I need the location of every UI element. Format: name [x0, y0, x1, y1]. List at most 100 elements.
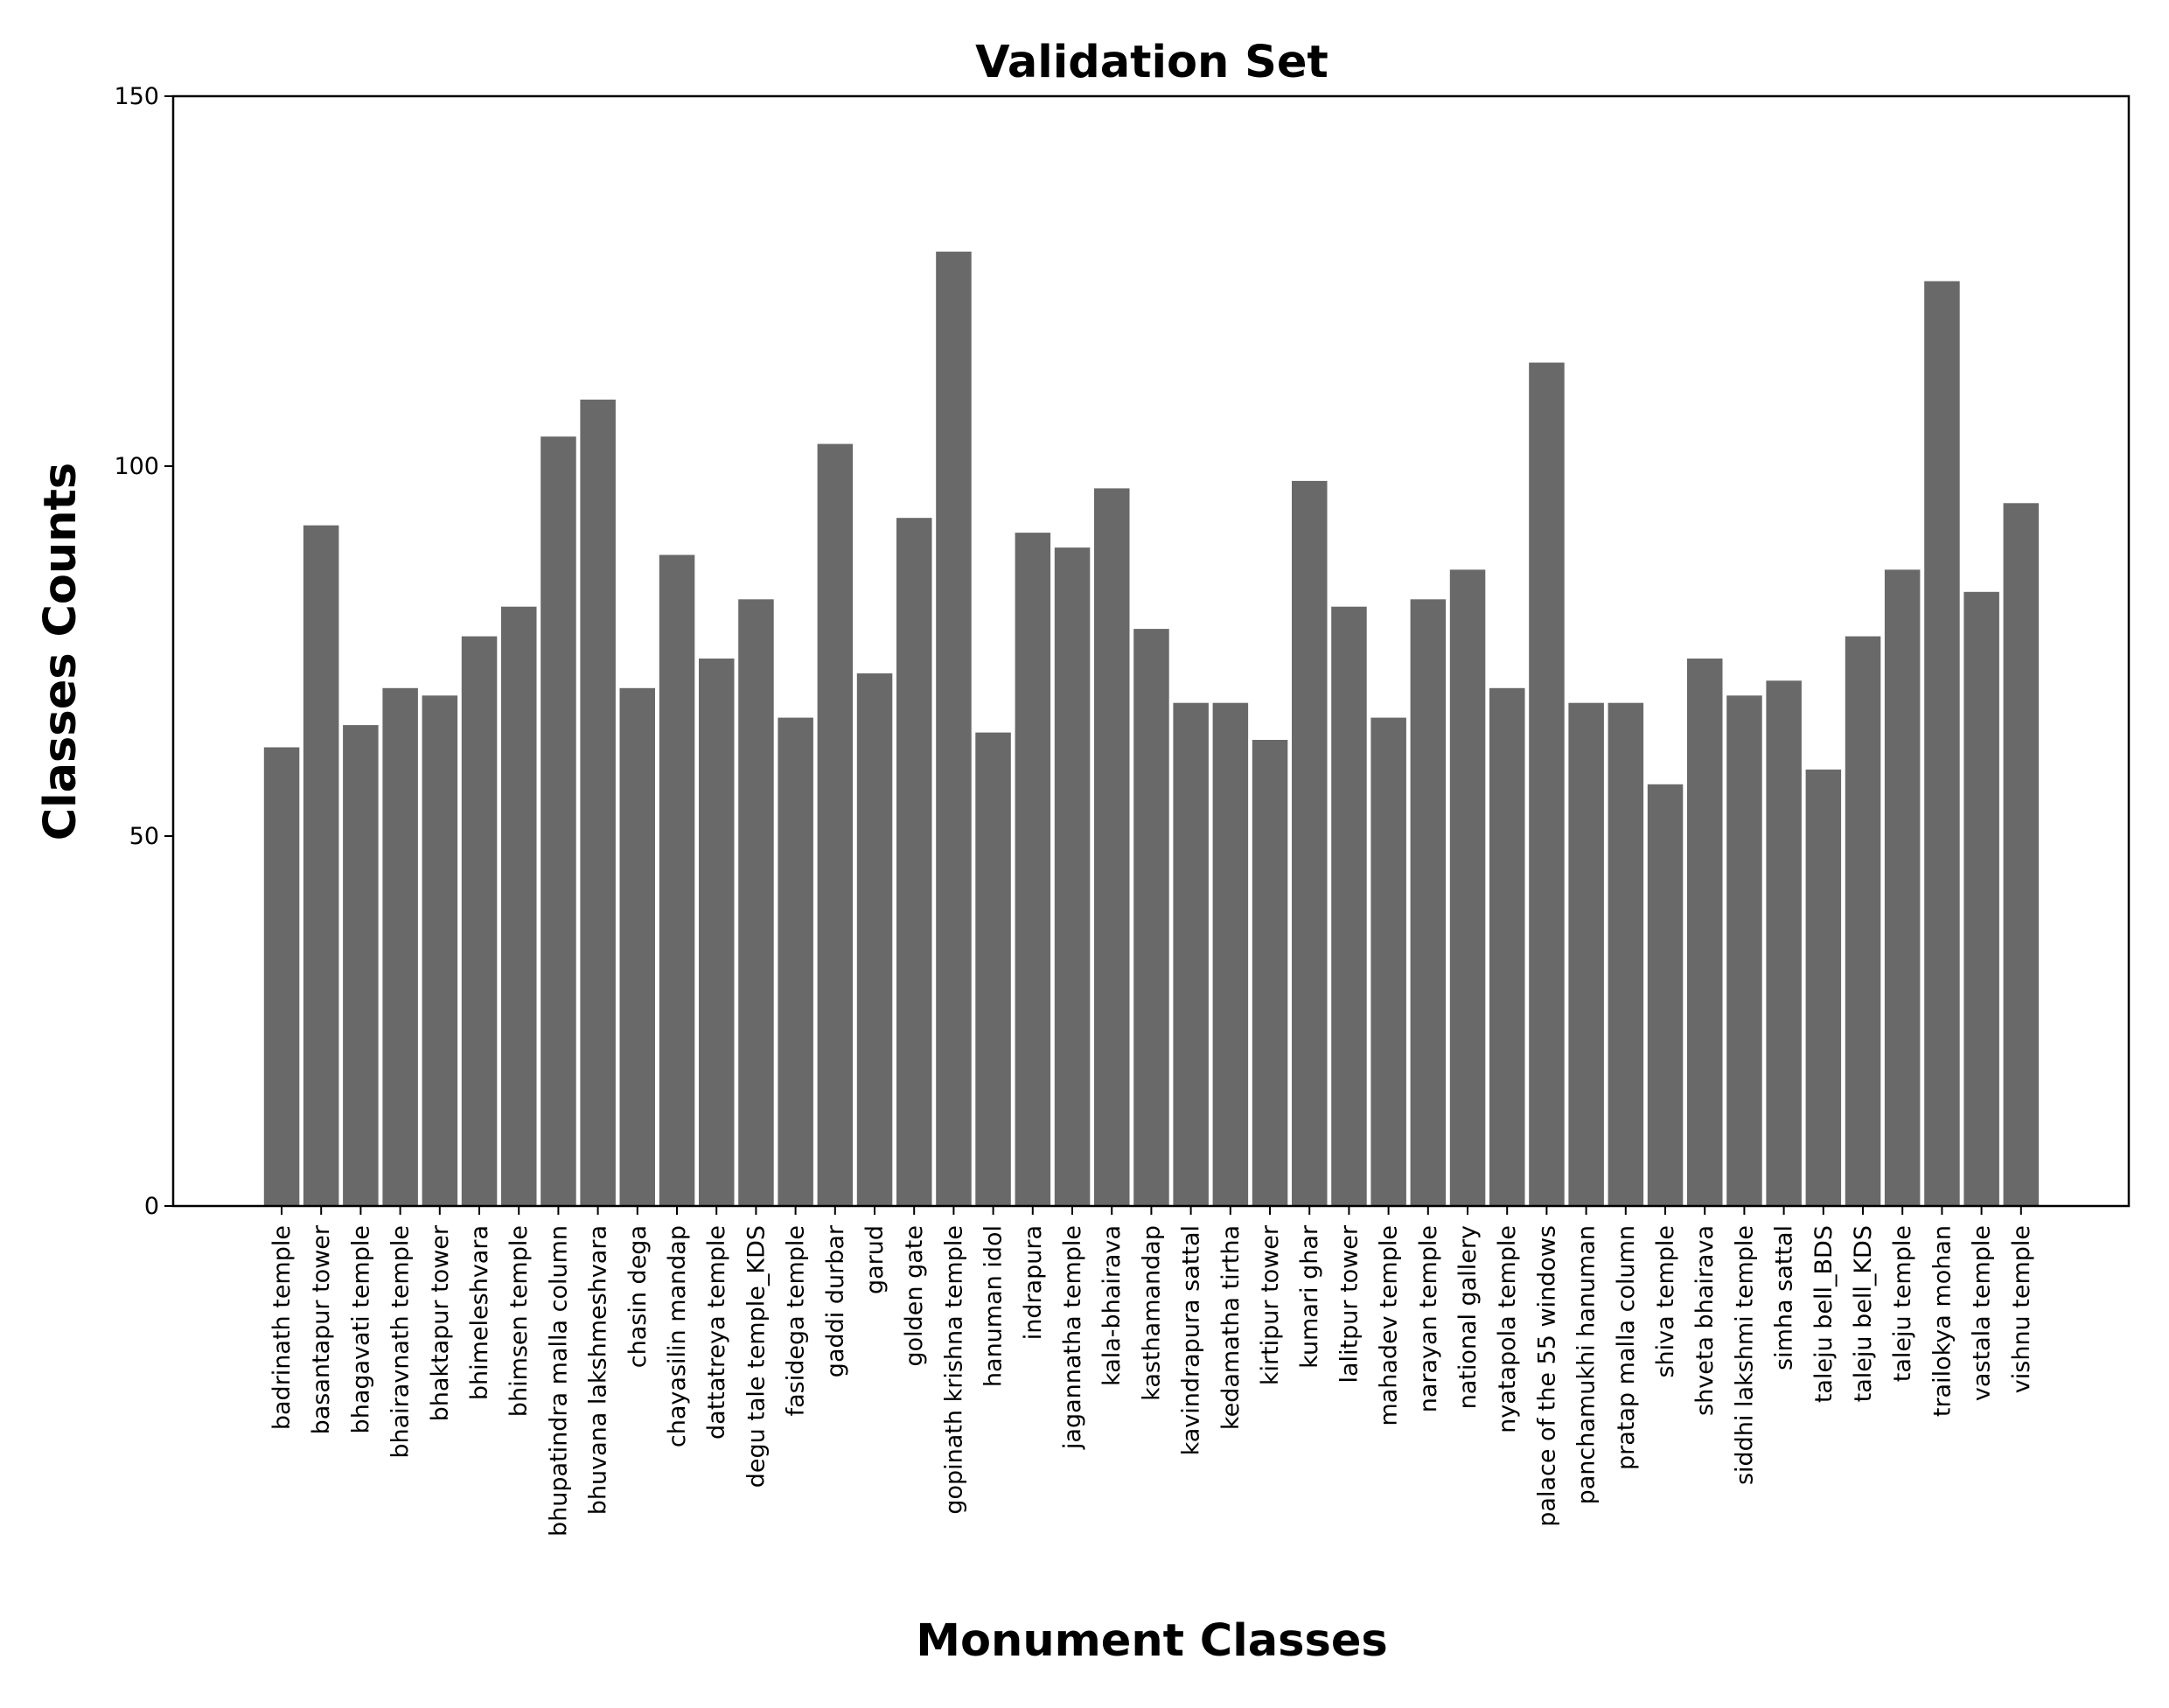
bar-kala-bhairava [1094, 488, 1130, 1206]
x-tick-label: dattatreya temple [703, 1225, 730, 1440]
bar-bhaktapur-tower [422, 695, 458, 1206]
bars-group [263, 251, 2040, 1207]
bar-bhairavnath-temple [382, 687, 418, 1206]
x-tick-label: bhaktapur tower [427, 1224, 454, 1421]
x-tick-label: degu tale temple_KDS [743, 1225, 770, 1488]
x-tick-label: palace of the 55 windows [1533, 1225, 1560, 1527]
bar-kumari-ghar [1292, 480, 1328, 1206]
y-tick-label: 0 [144, 1193, 159, 1220]
bar-panchamukhi-hanuman [1568, 702, 1604, 1206]
x-tick-label: chasin dega [624, 1225, 652, 1368]
bar-taleju-bell-kds [1845, 636, 1881, 1206]
x-tick-label: kala-bhairava [1098, 1225, 1126, 1386]
bar-palace-of-the-55-windows [1529, 362, 1565, 1207]
x-tick-label: vishnu temple [2008, 1225, 2035, 1393]
x-tick-label: bhupatindra malla column [545, 1225, 572, 1537]
x-axis: badrinath temple basantapur tower bhagavat… [269, 1206, 2035, 1537]
y-tick-label: 100 [114, 453, 159, 480]
bar-bhuvana-lakshmeshvara [580, 399, 616, 1206]
x-tick-label: kirtipur tower [1257, 1224, 1284, 1385]
bar-narayan-temple [1410, 599, 1447, 1206]
x-tick-label: shiva temple [1652, 1225, 1679, 1378]
x-tick-label: hanuman idol [980, 1225, 1008, 1387]
bar-kavindrapura-sattal [1173, 702, 1209, 1206]
x-tick-label: pratap malla column [1613, 1225, 1640, 1470]
x-tick-label: kasthamandap [1138, 1225, 1165, 1401]
bar-taleju-temple [1884, 569, 1921, 1206]
bar-garud [856, 673, 893, 1206]
bar-vishnu-temple [2003, 503, 2040, 1206]
bar-kirtipur-tower [1252, 740, 1288, 1206]
x-tick-label: taleju bell_BDS [1810, 1225, 1838, 1403]
y-tick-label: 150 [114, 83, 159, 110]
bar-chasin-dega [619, 687, 655, 1206]
bar-badrinath-temple [263, 747, 300, 1206]
x-tick-label: golden gate [901, 1225, 928, 1367]
x-tick-label: bhimsen temple [506, 1225, 533, 1417]
bar-gaddi-durbar [817, 443, 854, 1207]
y-axis: 0 50 100 150 [114, 83, 173, 1220]
bar-kasthamandap [1133, 629, 1169, 1206]
bar-indrapura [1015, 533, 1051, 1206]
x-tick-label: kedamatha tirtha [1217, 1225, 1245, 1430]
bar-bhupatindra-malla-column [541, 436, 576, 1206]
bar-mahadev-temple [1370, 717, 1406, 1206]
x-tick-label: nyatapola temple [1494, 1225, 1521, 1433]
x-tick-label: lalitpur tower [1336, 1224, 1363, 1383]
bar-kedamatha-tirtha [1212, 702, 1249, 1206]
bar-shveta-bhairava [1687, 659, 1723, 1206]
x-tick-label: national gallery [1454, 1225, 1482, 1409]
bar-bhimsen-temple [501, 606, 537, 1206]
bar-basantapur-tower [303, 525, 339, 1206]
bar-lalitpur-tower [1331, 606, 1367, 1206]
bar-golden-gate [896, 518, 932, 1206]
bar-gopinath-krishna-temple [936, 251, 972, 1207]
x-tick-label: gopinath krishna temple [940, 1225, 967, 1515]
x-tick-label: bhagavati temple [347, 1225, 374, 1433]
x-tick-label: bhairavnath temple [387, 1225, 415, 1459]
bar-hanuman-idol [975, 732, 1011, 1206]
bar-national-gallery [1449, 569, 1486, 1206]
x-tick-label: indrapura [1020, 1225, 1047, 1340]
bar-pratap-malla-column [1608, 702, 1644, 1206]
x-axis-title: Monument Classes [916, 1615, 1388, 1667]
bar-trailokya-mohan [1924, 281, 1960, 1206]
x-tick-label: fasidega temple [783, 1225, 810, 1416]
bar-fasidega-temple [778, 717, 813, 1206]
x-tick-label: narayan temple [1415, 1225, 1442, 1412]
x-tick-label: simha sattal [1771, 1225, 1798, 1370]
bar-nyatapola-temple [1489, 687, 1525, 1206]
y-tick-label: 50 [129, 823, 159, 850]
bar-siddhi-lakshmi-temple [1726, 695, 1762, 1206]
x-tick-label: garud [861, 1225, 889, 1294]
bar-vastala-temple [1963, 591, 1999, 1206]
bar-bhimeleshvara [461, 636, 498, 1206]
bar-shiva-temple [1647, 784, 1684, 1206]
bar-dattatreya-temple [699, 659, 735, 1206]
x-tick-label: shveta bhairava [1691, 1225, 1719, 1416]
x-tick-label: bhimeleshvara [466, 1225, 493, 1400]
x-tick-label: badrinath temple [269, 1225, 296, 1430]
x-tick-label: taleju bell_KDS [1850, 1225, 1877, 1402]
bar-bhagavati-temple [343, 725, 379, 1206]
x-tick-label: bhuvana lakshmeshvara [585, 1225, 612, 1515]
x-tick-label: gaddi durbar [822, 1224, 849, 1377]
y-axis-title: Classes Counts [35, 463, 87, 841]
bar-jagannatha-temple [1054, 547, 1091, 1206]
bar-chayasilin-mandap [659, 554, 695, 1206]
bar-simha-sattal [1766, 680, 1802, 1206]
x-tick-label: vastala temple [1969, 1225, 1996, 1401]
x-tick-label: trailokya mohan [1928, 1225, 1956, 1417]
chart-title: Validation Set [975, 37, 1329, 88]
x-tick-label: chayasilin mandap [664, 1225, 691, 1447]
x-tick-label: siddhi lakshmi temple [1731, 1225, 1758, 1485]
x-tick-label: basantapur tower [308, 1224, 335, 1434]
x-tick-label: mahadev temple [1376, 1225, 1403, 1426]
x-tick-label: kavindrapura sattal [1178, 1225, 1205, 1455]
x-tick-label: panchamukhi hanuman [1573, 1225, 1601, 1504]
x-tick-label: kumari ghar [1296, 1224, 1323, 1369]
x-tick-label: taleju temple [1889, 1225, 1916, 1382]
x-tick-label: jagannatha temple [1059, 1225, 1086, 1450]
bar-degu-tale-temple-kds [738, 599, 774, 1206]
